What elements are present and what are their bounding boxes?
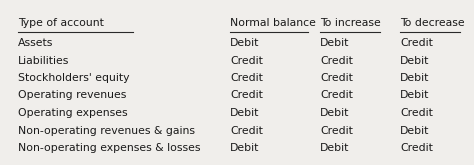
Text: Debit: Debit [400, 90, 429, 100]
Text: Debit: Debit [400, 73, 429, 83]
Text: Debit: Debit [400, 55, 429, 66]
Text: Credit: Credit [230, 126, 263, 135]
Text: Credit: Credit [400, 38, 433, 48]
Text: Debit: Debit [230, 38, 259, 48]
Text: Debit: Debit [320, 38, 349, 48]
Text: Assets: Assets [18, 38, 54, 48]
Text: Non-operating revenues & gains: Non-operating revenues & gains [18, 126, 195, 135]
Text: Operating expenses: Operating expenses [18, 108, 128, 118]
Text: Credit: Credit [230, 55, 263, 66]
Text: Debit: Debit [230, 143, 259, 153]
Text: Credit: Credit [230, 73, 263, 83]
Text: Debit: Debit [400, 126, 429, 135]
Text: Credit: Credit [320, 73, 353, 83]
Text: Credit: Credit [230, 90, 263, 100]
Text: Credit: Credit [400, 143, 433, 153]
Text: Non-operating expenses & losses: Non-operating expenses & losses [18, 143, 201, 153]
Text: Credit: Credit [400, 108, 433, 118]
Text: Debit: Debit [320, 108, 349, 118]
Text: Liabilities: Liabilities [18, 55, 69, 66]
Text: Debit: Debit [320, 143, 349, 153]
Text: Stockholders' equity: Stockholders' equity [18, 73, 129, 83]
Text: Credit: Credit [320, 55, 353, 66]
Text: Operating revenues: Operating revenues [18, 90, 127, 100]
Text: To increase: To increase [320, 18, 381, 28]
Text: Credit: Credit [320, 126, 353, 135]
Text: Credit: Credit [320, 90, 353, 100]
Text: Normal balance: Normal balance [230, 18, 316, 28]
Text: To decrease: To decrease [400, 18, 465, 28]
Text: Type of account: Type of account [18, 18, 104, 28]
Text: Debit: Debit [230, 108, 259, 118]
